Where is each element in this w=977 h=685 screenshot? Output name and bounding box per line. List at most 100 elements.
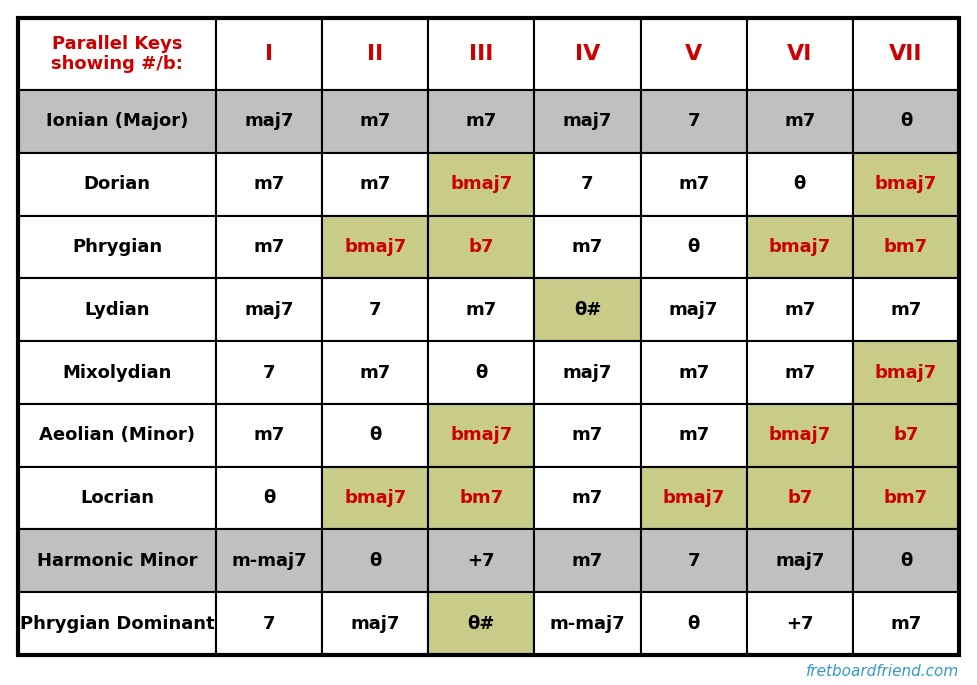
Text: m7: m7 xyxy=(678,364,709,382)
Text: 7: 7 xyxy=(263,614,276,633)
Text: Aeolian (Minor): Aeolian (Minor) xyxy=(39,426,195,445)
Bar xyxy=(428,18,534,90)
Text: m7: m7 xyxy=(572,426,603,445)
Text: bmaj7: bmaj7 xyxy=(874,175,937,193)
Text: IV: IV xyxy=(574,44,600,64)
Bar xyxy=(322,90,428,153)
Bar xyxy=(746,216,853,278)
Text: θ#: θ# xyxy=(573,301,601,319)
Text: 7: 7 xyxy=(263,364,276,382)
Text: m7: m7 xyxy=(890,614,921,633)
Text: maj7: maj7 xyxy=(563,112,613,130)
Bar xyxy=(18,341,216,404)
Bar xyxy=(18,593,216,655)
Text: m7: m7 xyxy=(466,112,497,130)
Bar xyxy=(746,593,853,655)
Bar xyxy=(641,404,746,466)
Text: θ: θ xyxy=(900,552,913,570)
Text: maj7: maj7 xyxy=(244,112,294,130)
Bar xyxy=(428,404,534,466)
Bar xyxy=(216,530,322,593)
Text: θ#: θ# xyxy=(468,614,495,633)
Bar xyxy=(18,466,216,530)
Text: m7: m7 xyxy=(785,112,816,130)
Text: Parallel Keys: Parallel Keys xyxy=(52,35,183,53)
Bar xyxy=(216,593,322,655)
Bar xyxy=(18,18,216,90)
Text: θ: θ xyxy=(688,614,700,633)
Text: m7: m7 xyxy=(466,301,497,319)
Text: θ: θ xyxy=(263,489,276,507)
Bar xyxy=(322,341,428,404)
Text: b7: b7 xyxy=(893,426,918,445)
Text: bm7: bm7 xyxy=(884,238,928,256)
Text: III: III xyxy=(469,44,493,64)
Bar xyxy=(534,530,641,593)
Bar xyxy=(216,341,322,404)
Text: m7: m7 xyxy=(572,238,603,256)
Text: m7: m7 xyxy=(572,489,603,507)
Bar xyxy=(641,153,746,216)
Text: bmaj7: bmaj7 xyxy=(769,238,830,256)
Bar xyxy=(534,341,641,404)
Text: θ: θ xyxy=(900,112,913,130)
Text: showing #/b:: showing #/b: xyxy=(51,55,183,73)
Text: b7: b7 xyxy=(787,489,813,507)
Text: maj7: maj7 xyxy=(563,364,613,382)
Bar xyxy=(534,216,641,278)
Bar xyxy=(534,90,641,153)
Bar xyxy=(853,18,959,90)
Bar xyxy=(746,466,853,530)
Bar xyxy=(641,530,746,593)
Bar xyxy=(853,153,959,216)
Bar xyxy=(322,593,428,655)
Text: m7: m7 xyxy=(253,426,284,445)
Text: m-maj7: m-maj7 xyxy=(550,614,625,633)
Text: m7: m7 xyxy=(785,364,816,382)
Bar xyxy=(534,404,641,466)
Text: bmaj7: bmaj7 xyxy=(344,489,406,507)
Text: 7: 7 xyxy=(688,112,700,130)
Bar xyxy=(428,530,534,593)
Text: VI: VI xyxy=(787,44,813,64)
Bar xyxy=(216,216,322,278)
Bar xyxy=(746,341,853,404)
Text: maj7: maj7 xyxy=(669,301,718,319)
Bar xyxy=(428,341,534,404)
Text: θ: θ xyxy=(475,364,488,382)
Bar xyxy=(641,90,746,153)
Text: bmaj7: bmaj7 xyxy=(344,238,406,256)
Text: bmaj7: bmaj7 xyxy=(874,364,937,382)
Text: I: I xyxy=(265,44,274,64)
Bar xyxy=(216,90,322,153)
Bar xyxy=(746,530,853,593)
Text: 7: 7 xyxy=(688,552,700,570)
Text: bmaj7: bmaj7 xyxy=(662,489,725,507)
Text: m7: m7 xyxy=(678,426,709,445)
Text: +7: +7 xyxy=(786,614,814,633)
Text: Harmonic Minor: Harmonic Minor xyxy=(37,552,197,570)
Bar xyxy=(641,278,746,341)
Bar xyxy=(322,466,428,530)
Text: m7: m7 xyxy=(785,301,816,319)
Bar xyxy=(853,216,959,278)
Bar xyxy=(216,153,322,216)
Text: m-maj7: m-maj7 xyxy=(232,552,307,570)
Bar xyxy=(428,466,534,530)
Bar xyxy=(428,90,534,153)
Text: maj7: maj7 xyxy=(244,301,294,319)
Bar xyxy=(746,153,853,216)
Bar xyxy=(216,18,322,90)
Bar xyxy=(322,153,428,216)
Bar xyxy=(853,404,959,466)
Text: 7: 7 xyxy=(369,301,381,319)
Bar xyxy=(534,278,641,341)
Text: b7: b7 xyxy=(469,238,494,256)
Bar xyxy=(18,90,216,153)
Text: m7: m7 xyxy=(253,175,284,193)
Text: bm7: bm7 xyxy=(459,489,503,507)
Text: θ: θ xyxy=(369,426,381,445)
Bar xyxy=(322,530,428,593)
Text: Dorian: Dorian xyxy=(83,175,150,193)
Bar xyxy=(322,278,428,341)
